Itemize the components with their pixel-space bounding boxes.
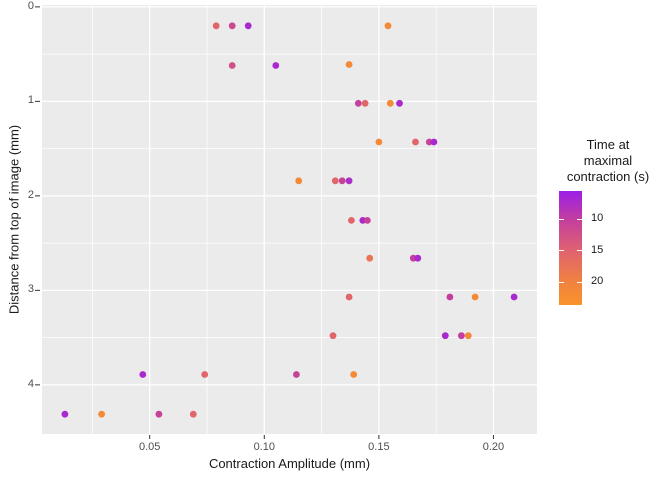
legend-title: Time at maximal contraction (s) xyxy=(566,137,650,184)
data-point xyxy=(458,332,465,340)
data-point xyxy=(345,177,353,185)
legend-tick-label: 20 xyxy=(591,275,604,288)
legend-tick-mark xyxy=(559,281,564,283)
data-point xyxy=(364,217,371,224)
x-tick-label: 0.05 xyxy=(138,441,161,453)
data-point xyxy=(510,293,518,301)
data-point xyxy=(412,138,419,146)
legend-tick-mark xyxy=(577,250,582,252)
data-point xyxy=(293,371,300,378)
x-tick-label: 0.10 xyxy=(253,441,275,453)
legend-tick-label: 15 xyxy=(591,243,604,256)
data-point xyxy=(244,22,252,30)
data-point xyxy=(212,22,220,30)
data-point xyxy=(375,138,383,146)
data-point xyxy=(329,332,337,340)
data-point xyxy=(441,332,449,340)
data-point xyxy=(189,410,197,418)
data-point xyxy=(464,332,472,340)
data-point xyxy=(348,217,355,224)
data-point xyxy=(354,99,362,107)
data-point xyxy=(386,99,394,107)
data-point xyxy=(228,22,236,30)
data-point xyxy=(345,293,353,301)
data-point xyxy=(331,177,339,185)
data-point xyxy=(396,99,403,107)
scatter-plot xyxy=(35,5,537,439)
data-point xyxy=(366,254,374,262)
legend-tick-mark xyxy=(559,218,564,220)
y-tick-label: 4 xyxy=(27,377,34,390)
data-point xyxy=(155,410,163,418)
legend-tick-label: 10 xyxy=(591,212,604,225)
legend-tick-mark xyxy=(559,250,564,252)
data-point xyxy=(446,293,454,301)
data-point xyxy=(272,62,280,69)
plot-panel xyxy=(35,5,537,439)
y-axis-title: Distance from top of image (mm) xyxy=(6,124,22,315)
data-point xyxy=(361,99,369,107)
data-point xyxy=(414,254,422,262)
x-tick-label: 0.15 xyxy=(368,441,390,453)
x-axis-title: Contraction Amplitude (mm) xyxy=(208,456,371,471)
data-point xyxy=(139,371,147,378)
data-point xyxy=(338,177,346,185)
data-point xyxy=(295,177,303,185)
data-point xyxy=(430,138,438,146)
data-point xyxy=(98,410,105,418)
data-point xyxy=(384,22,392,30)
y-tick-label: 1 xyxy=(27,94,34,107)
data-point xyxy=(201,371,209,378)
legend-tick-mark xyxy=(577,281,582,283)
data-point xyxy=(61,410,69,418)
data-point xyxy=(471,293,479,301)
y-tick-label: 3 xyxy=(27,283,34,296)
data-point xyxy=(228,62,236,69)
legend-tick-mark xyxy=(577,218,582,220)
data-point xyxy=(345,61,353,68)
y-tick-label: 2 xyxy=(27,188,34,201)
y-tick-label: 0 xyxy=(27,0,34,12)
data-point xyxy=(350,371,358,378)
x-tick-label: 0.20 xyxy=(482,441,505,453)
legend-gradient-bar xyxy=(559,191,582,305)
